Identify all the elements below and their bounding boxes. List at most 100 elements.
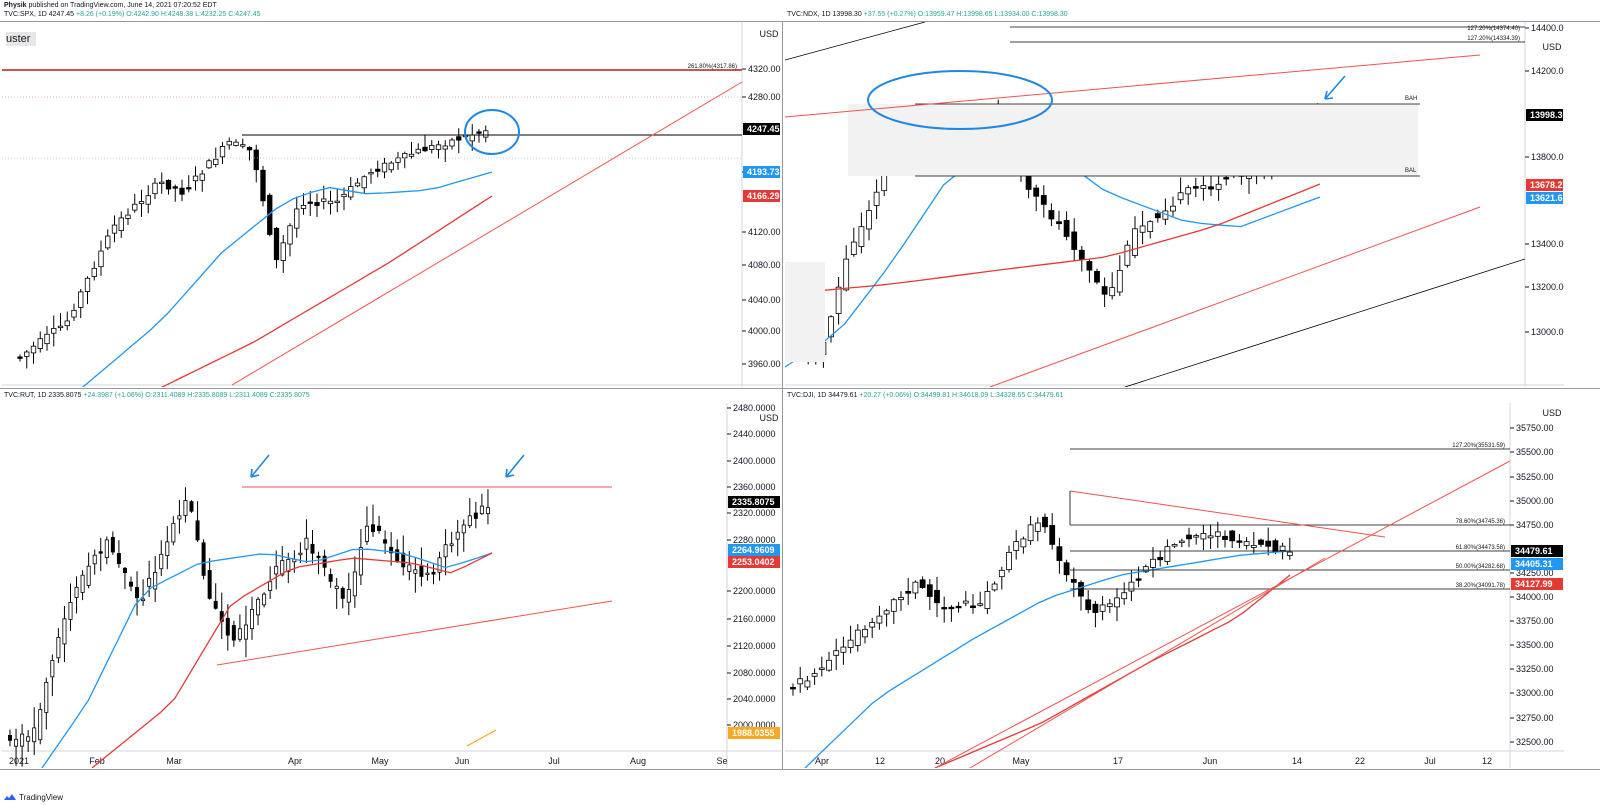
y-tick-label: 13200.00 (1531, 282, 1564, 292)
candle-body (905, 590, 912, 594)
y-tick-label: 4000.00 (748, 326, 781, 336)
y-tick-label: 35500.00 (1516, 447, 1554, 457)
fib-level-label: 50.00%(34282.68) (1456, 564, 1505, 570)
candle-body (1164, 546, 1171, 562)
rut-legend-line: TVC:RUT, 1D 2335.8075 +24.3987 (+1.06%) … (4, 392, 310, 399)
candle-body (30, 345, 37, 354)
candle-body (135, 587, 140, 599)
spx-chart-pane[interactable]: USD4320.004280.004200.004120.004080.0040… (2, 22, 781, 387)
price-badge-text: 34127.99 (1515, 579, 1553, 589)
candle-body (962, 600, 969, 604)
dji-chart[interactable]: USD 35750.00 35500.00 35250.00 35000.00 34750… (785, 403, 1564, 768)
candle-body (1207, 535, 1214, 539)
candle-body (455, 531, 460, 540)
candle-body (1048, 210, 1055, 220)
fib-level-label: 78.60%(34745.36) (1456, 519, 1505, 525)
candle-body (890, 599, 897, 612)
y-tick-label: 34250.00 (1516, 568, 1554, 578)
candle-body (231, 625, 236, 641)
candle-body (1150, 558, 1156, 568)
ndx-chart[interactable]: USD 14400.00 14200.00 13800.00 13400.00 13200… (785, 22, 1564, 387)
currency-label: USD (759, 413, 779, 423)
candle-body (1056, 546, 1063, 562)
candle-body (125, 214, 131, 219)
candle-body (71, 309, 77, 318)
spx-tag: uster (6, 32, 37, 46)
candle-body (977, 603, 984, 606)
candle-body (1139, 225, 1146, 233)
candle-body (862, 628, 868, 638)
publication-header: Physik published on TradingView.com, Jun… (4, 1, 217, 10)
bah-bal-zone (848, 104, 1418, 176)
candle-body (159, 181, 165, 185)
x-tick-label: Jul (1424, 756, 1436, 766)
candle-body (461, 524, 466, 534)
x-tick-label: May (1012, 756, 1030, 766)
y-tick-label: 14200.00 (1531, 66, 1564, 76)
price-badge (743, 166, 780, 178)
candle-body (1042, 516, 1048, 528)
ndx-last: 13998.30 (832, 11, 862, 18)
candle-body (1186, 534, 1192, 540)
candle-body (132, 203, 138, 211)
candle-body (26, 736, 31, 742)
candle-body (314, 202, 320, 206)
candle-body (998, 569, 1005, 578)
candle-body (858, 226, 865, 247)
y-tick-label: 35250.00 (1516, 472, 1554, 482)
bal-label: BAL (1405, 168, 1417, 174)
spx-chart[interactable]: USD4320.004280.004200.004120.004080.0040… (2, 22, 781, 387)
candle-body (1086, 261, 1093, 271)
descending-trendline (1069, 490, 1386, 538)
candle-body (1171, 544, 1178, 547)
candle-body (840, 646, 847, 653)
spx-last: 4247.45 (48, 11, 75, 18)
dji-chart-pane[interactable]: USD 35750.00 35500.00 35250.00 35000.00 34750… (785, 403, 1564, 768)
candle-body (1006, 551, 1012, 571)
candle-body (206, 160, 212, 169)
candle-body (1178, 540, 1185, 544)
candle-body (847, 639, 854, 648)
candle-body (1049, 524, 1056, 545)
rut-change: +24.3987 (+1.06%) (83, 392, 144, 399)
dji-change: +20.27 (+0.06%) (859, 392, 912, 399)
price-badge (1526, 179, 1563, 191)
candle-body (835, 286, 842, 314)
horizontal-separator-mid[interactable] (0, 388, 1600, 389)
candle-body (110, 536, 115, 553)
fib-a-label: 127.20%(14374.40) (1467, 26, 1520, 32)
candle-body (469, 134, 475, 142)
candle-body (1092, 603, 1099, 613)
x-tick-label: 2021 (9, 756, 29, 766)
candle-body (1258, 539, 1264, 545)
price-badge (1511, 578, 1563, 590)
candle-body (1170, 205, 1176, 212)
price-badge-text: 4166.29 (747, 191, 780, 201)
candle-body (1063, 219, 1070, 237)
rut-chart-pane[interactable]: USD 2480.0000 2440.0000 2400.0000 2360.0000 2… (2, 403, 781, 768)
candle-body (425, 572, 430, 575)
y-tick-label: 13000.00 (1531, 327, 1564, 337)
candle-body (340, 587, 345, 599)
candle-body (32, 727, 37, 743)
fib-level-label: 38.20%(34091.78) (1456, 583, 1505, 589)
y-tick-label: 33000.00 (1516, 688, 1554, 698)
candle-body (401, 552, 406, 568)
ndx-chart-pane[interactable]: USD 14400.00 14200.00 13800.00 13400.00 13200… (785, 22, 1564, 387)
candle-body (44, 681, 49, 713)
vertical-separator[interactable] (782, 21, 783, 770)
y-tick-label: 4080.00 (748, 260, 781, 270)
candle-body (898, 597, 904, 601)
lower-zone (785, 262, 825, 362)
arrow-icon (1324, 75, 1346, 100)
candle-body (274, 565, 279, 575)
candle-body (14, 738, 19, 747)
ndx-change: +37.55 (+0.27%) (863, 11, 916, 18)
candle-body (485, 507, 490, 515)
candle-body (280, 242, 286, 261)
ascending-trendline (934, 460, 1511, 768)
price-badge-text: 4247.45 (747, 124, 780, 134)
candle-body (98, 250, 104, 268)
price-badge-text: 13678.27 (1530, 180, 1564, 190)
